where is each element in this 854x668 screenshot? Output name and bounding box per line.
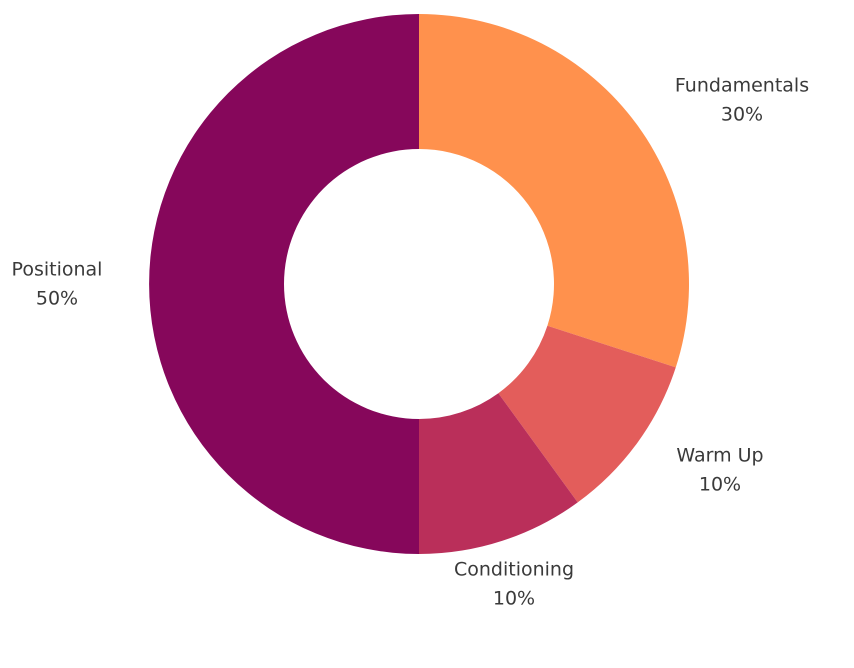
label-positional: Positional	[12, 259, 103, 281]
value-warm-up: 10%	[699, 474, 741, 496]
slice-warm-up	[498, 325, 676, 503]
slice-fundamentals	[419, 14, 689, 368]
slice-positional	[149, 14, 420, 554]
label-warm-up: Warm Up	[676, 445, 763, 467]
slice-labels: Fundamentals 30% Warm Up 10% Conditioning 10%…	[12, 75, 810, 610]
slice-conditioning	[419, 393, 578, 554]
label-conditioning: Conditioning	[454, 559, 574, 581]
label-fundamentals: Fundamentals	[675, 75, 809, 97]
value-conditioning: 10%	[493, 588, 535, 610]
value-fundamentals: 30%	[721, 104, 763, 126]
value-positional: 50%	[36, 288, 78, 310]
donut-slices	[149, 14, 689, 554]
